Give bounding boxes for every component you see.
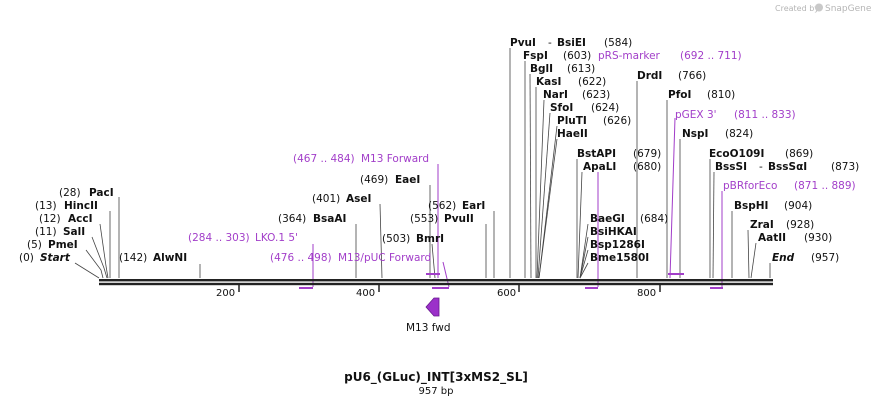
- feature-label-m13-fwd: M13 fwd: [406, 322, 451, 334]
- site-label-haeii[interactable]: HaeII: [557, 128, 588, 140]
- leader-aatii: [750, 242, 757, 279]
- dna-backbone: [99, 279, 773, 286]
- site-label-pluti[interactable]: PluTI (626): [557, 115, 631, 127]
- site-label-bmri[interactable]: (503) BmrI: [382, 233, 444, 245]
- m13-fwd-arrow-icon[interactable]: [425, 297, 440, 317]
- snapgene-brand-text: SnapGene: [825, 4, 872, 14]
- site-label-sali[interactable]: (11) SalI: [35, 226, 85, 238]
- site-label-ecoo109i[interactable]: EcoO109I (869): [709, 148, 813, 160]
- site-label-pmei[interactable]: (5) PmeI: [27, 239, 78, 251]
- site-label-apali[interactable]: ApaLI (680): [583, 161, 661, 173]
- leader-apali: [577, 171, 583, 279]
- tick-label-400: 400: [356, 288, 375, 299]
- primer-label-m13puc[interactable]: (476 .. 498) M13/pUC Forward: [270, 252, 431, 264]
- map-title: pU6_(GLuc)_INT[3xMS2_SL] 957 bp: [344, 370, 528, 397]
- middle-site-labels: (142) AlwNI (401) AseI (469) EaeI (364) BsaA…: [119, 174, 485, 264]
- site-label-acci[interactable]: (12) AccI: [39, 213, 92, 225]
- backbone-bottom-strand: [99, 282, 773, 286]
- site-label-paci[interactable]: (28) PacI: [59, 187, 114, 199]
- site-label-nari[interactable]: NarI (623): [543, 89, 610, 101]
- tick-label-600: 600: [497, 288, 516, 299]
- snapgene-logo-icon: [815, 3, 823, 12]
- backbone-top-strand: [99, 279, 773, 282]
- site-label-bgli[interactable]: BglI (613): [530, 63, 595, 75]
- site-label-kasi[interactable]: KasI (622): [536, 76, 606, 88]
- primer-label-lko1[interactable]: (284 .. 303) LKO.1 5': [188, 232, 298, 244]
- site-label-zrai[interactable]: ZraI (928): [750, 219, 814, 231]
- leader-start: [74, 262, 100, 279]
- site-label-end[interactable]: End (957): [772, 252, 839, 264]
- leader-baegi: [579, 223, 589, 279]
- leader-haeii: [538, 138, 558, 279]
- primer-label-pbrforeco[interactable]: pBRforEco (871 .. 889): [723, 180, 856, 192]
- feature-m13-fwd[interactable]: M13 fwd: [406, 297, 451, 334]
- plasmid-name: pU6_(GLuc)_INT[3xMS2_SL]: [344, 370, 528, 385]
- leader-sali: [91, 236, 108, 279]
- primer-label-m13-forward[interactable]: (467 .. 484) M13 Forward: [293, 153, 429, 165]
- site-label-bstapi[interactable]: BstAPI (679): [577, 148, 661, 160]
- leader-bsssi: [712, 171, 715, 279]
- left-site-labels: (28) PacI (13) HincII (12) AccI (11) SalI (5…: [19, 187, 114, 264]
- ruler: 200 400 600 800: [216, 285, 661, 299]
- tick-label-200: 200: [216, 288, 235, 299]
- site-leader-lines: [74, 48, 771, 279]
- site-label-fspi[interactable]: FspI (603): [523, 50, 591, 62]
- leader-pmei: [85, 249, 104, 279]
- site-label-pvui[interactable]: PvuI - BsiEI (584): [510, 37, 632, 49]
- primer-label-pgex3[interactable]: pGEX 3' (811 .. 833): [675, 109, 796, 121]
- primer-labels: (467 .. 484) M13 Forward (284 .. 303) LKO.…: [188, 50, 856, 264]
- watermark: Created by SnapGene: [775, 3, 872, 14]
- site-label-nspi[interactable]: NspI (824): [682, 128, 753, 140]
- site-label-drdi[interactable]: DrdI (766): [637, 70, 706, 82]
- tick-label-800: 800: [637, 288, 656, 299]
- primer-label-prs-marker[interactable]: pRS-marker (692 .. 711): [598, 50, 742, 62]
- leader-acci: [99, 223, 109, 279]
- leader-bsp1286i: [579, 249, 589, 279]
- leader-asei: [379, 203, 383, 279]
- site-label-pvuii[interactable]: (553) PvuII: [410, 213, 474, 225]
- site-label-bsp1286i[interactable]: Bsp1286I: [590, 239, 645, 251]
- site-label-alwni[interactable]: (142) AlwNI: [119, 252, 187, 264]
- site-label-bsphi[interactable]: BspHI (904): [734, 200, 812, 212]
- leader-bme1580i: [579, 262, 589, 279]
- site-label-bme1580i[interactable]: Bme1580I: [590, 252, 649, 264]
- site-label-eari[interactable]: (562) EarI: [428, 200, 485, 212]
- site-label-baegi[interactable]: BaeGI (684): [590, 213, 668, 225]
- site-label-hincii[interactable]: (13) HincII: [35, 200, 98, 212]
- leader-bgli: [529, 73, 532, 279]
- site-label-bsihkai[interactable]: BsiHKAI: [590, 226, 637, 238]
- site-label-aatii[interactable]: AatII (930): [758, 232, 832, 244]
- site-label-pfoi[interactable]: PfoI (810): [668, 89, 735, 101]
- created-by-text: Created by: [775, 4, 819, 13]
- site-label-bsssi[interactable]: BssSI - BssSαI (873): [715, 161, 859, 173]
- leader-nari: [536, 99, 545, 279]
- site-label-asei[interactable]: (401) AseI: [312, 193, 371, 205]
- site-label-eaei[interactable]: (469) EaeI: [360, 174, 420, 186]
- leader-bmri: [431, 243, 436, 279]
- leader-bsihkai: [579, 236, 589, 279]
- site-label-start[interactable]: (0) Start: [19, 252, 71, 264]
- site-label-bsaai[interactable]: (364) BsaAI: [278, 213, 346, 225]
- leader-pgex3: [669, 117, 676, 279]
- leader-zrai: [747, 229, 750, 279]
- site-label-sfoi[interactable]: SfoI (624): [550, 102, 619, 114]
- right-site-labels: PvuI - BsiEI (584) FspI (603) BglI (613) KasI…: [510, 37, 859, 264]
- leader-sfoi: [537, 112, 551, 279]
- plasmid-size: 957 bp: [419, 386, 454, 397]
